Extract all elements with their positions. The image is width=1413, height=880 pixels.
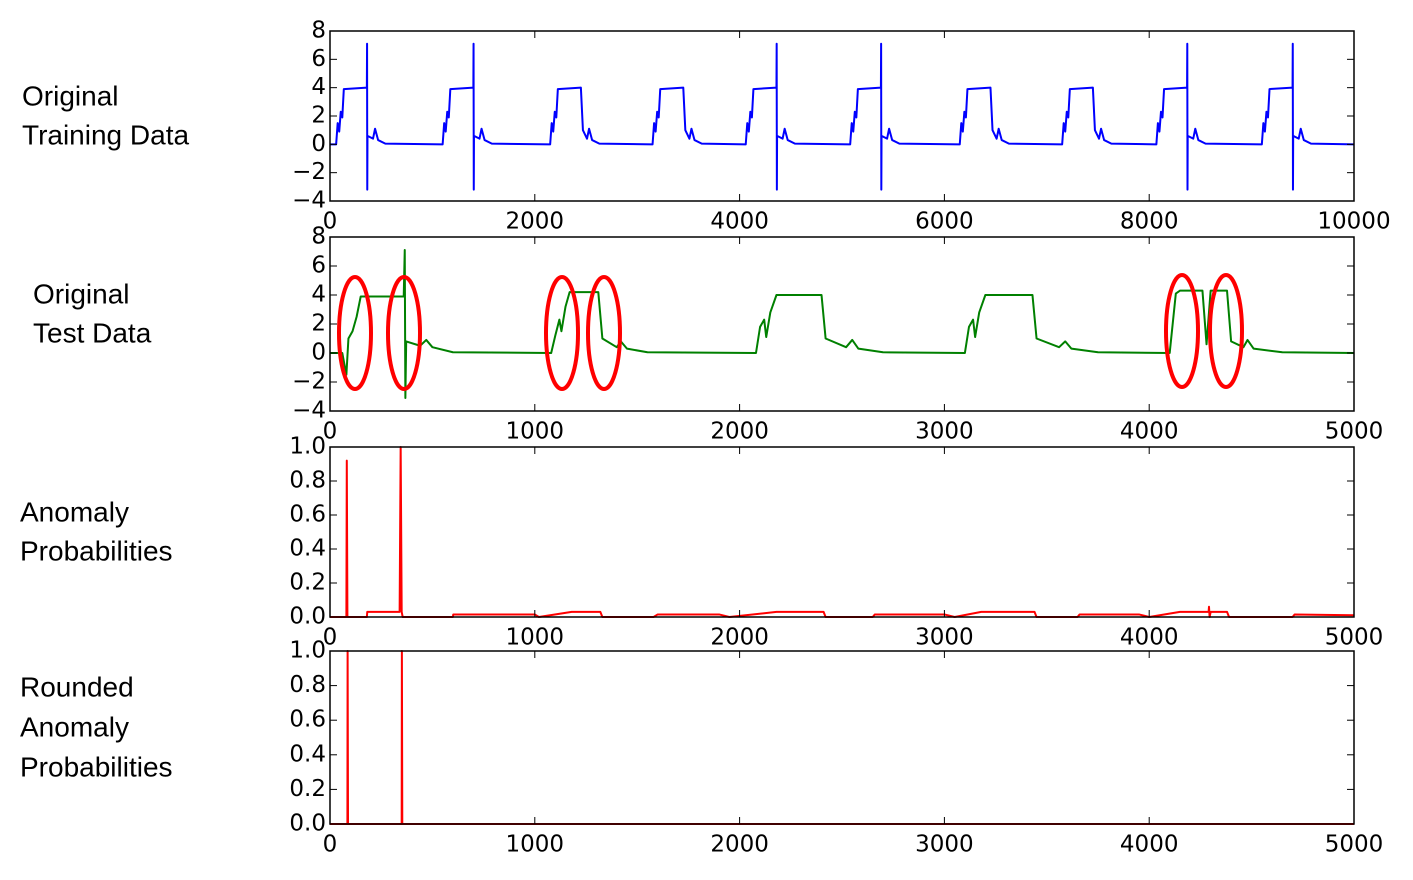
highlight-ellipse (1164, 273, 1200, 389)
y-tick-label: 0 (311, 131, 326, 157)
x-tick-label: 4000 (1120, 625, 1179, 651)
y-tick-label: 2 (311, 103, 326, 129)
y-tick-label: 0.2 (289, 776, 326, 802)
x-tick-label: 8000 (1120, 209, 1179, 235)
y-tick-label: 0.6 (289, 707, 326, 733)
highlight-ellipse (386, 275, 422, 391)
y-tick-label: −2 (292, 369, 326, 395)
y-tick-label: 6 (311, 253, 326, 279)
row-label: Training Data (22, 119, 189, 150)
data-line (330, 650, 1354, 825)
x-tick-label: 3000 (915, 419, 974, 445)
row-label: Anomaly (20, 496, 129, 527)
y-tick-label: −4 (292, 188, 326, 214)
x-tick-label: 5000 (1325, 625, 1384, 651)
y-tick-label: 0 (311, 340, 326, 366)
annotations (337, 273, 1244, 391)
highlight-ellipse (1208, 273, 1244, 389)
y-tick-label: 0.0 (289, 604, 326, 630)
row-label: Anomaly (20, 711, 129, 742)
x-tick-label: 0 (323, 625, 338, 651)
row-label: Rounded (20, 671, 134, 702)
plot-frame (329, 446, 1355, 618)
x-tick-label: 5000 (1325, 832, 1384, 858)
plot-frame (329, 650, 1355, 825)
y-tick-label: 0.8 (289, 672, 326, 698)
x-tick-label: 1000 (506, 625, 565, 651)
y-tick-label: 4 (311, 74, 326, 100)
x-tick-label: 6000 (915, 209, 974, 235)
highlight-ellipse (586, 275, 622, 391)
x-tick-label: 10000 (1317, 209, 1390, 235)
x-tick-label: 4000 (1120, 419, 1179, 445)
x-tick-label: 3000 (915, 832, 974, 858)
x-tick-label: 4000 (1120, 832, 1179, 858)
x-tick-label: 1000 (506, 419, 565, 445)
row-label: Probabilities (20, 751, 173, 782)
x-tick-label: 0 (323, 419, 338, 445)
x-tick-label: 2000 (506, 209, 565, 235)
y-tick-label: 0.8 (289, 468, 326, 494)
row-label: Original (22, 80, 118, 111)
data-line (330, 446, 1355, 618)
row-label: Test Data (33, 317, 152, 348)
x-tick-label: 0 (323, 209, 338, 235)
y-tick-label: −4 (292, 398, 326, 424)
x-tick-label: 1000 (506, 832, 565, 858)
data-line (330, 42, 1355, 191)
x-tick-label: 2000 (710, 419, 769, 445)
y-tick-label: 0.4 (289, 741, 326, 767)
y-tick-label: 1.0 (289, 638, 326, 664)
y-tick-label: 0.0 (289, 811, 326, 837)
highlight-ellipse (337, 275, 373, 391)
y-tick-label: 6 (311, 46, 326, 72)
row-label: Probabilities (20, 535, 173, 566)
y-tick-label: 8 (311, 18, 326, 44)
y-tick-label: 8 (311, 224, 326, 250)
data-line (330, 249, 1355, 399)
plot-frame (329, 236, 1355, 412)
row-label: Original (33, 278, 129, 309)
x-tick-label: 2000 (710, 625, 769, 651)
y-tick-label: 4 (311, 282, 326, 308)
y-tick-label: −2 (292, 159, 326, 185)
y-tick-label: 1.0 (289, 434, 326, 460)
x-tick-label: 0 (323, 832, 338, 858)
y-tick-label: 0.4 (289, 536, 326, 562)
x-tick-label: 3000 (915, 625, 974, 651)
x-tick-label: 5000 (1325, 419, 1384, 445)
y-tick-label: 2 (311, 311, 326, 337)
y-tick-label: 0.2 (289, 570, 326, 596)
plot-frame (329, 30, 1355, 202)
x-tick-label: 2000 (710, 832, 769, 858)
highlight-ellipse (544, 275, 580, 391)
y-tick-label: 0.6 (289, 502, 326, 528)
x-tick-label: 4000 (710, 209, 769, 235)
